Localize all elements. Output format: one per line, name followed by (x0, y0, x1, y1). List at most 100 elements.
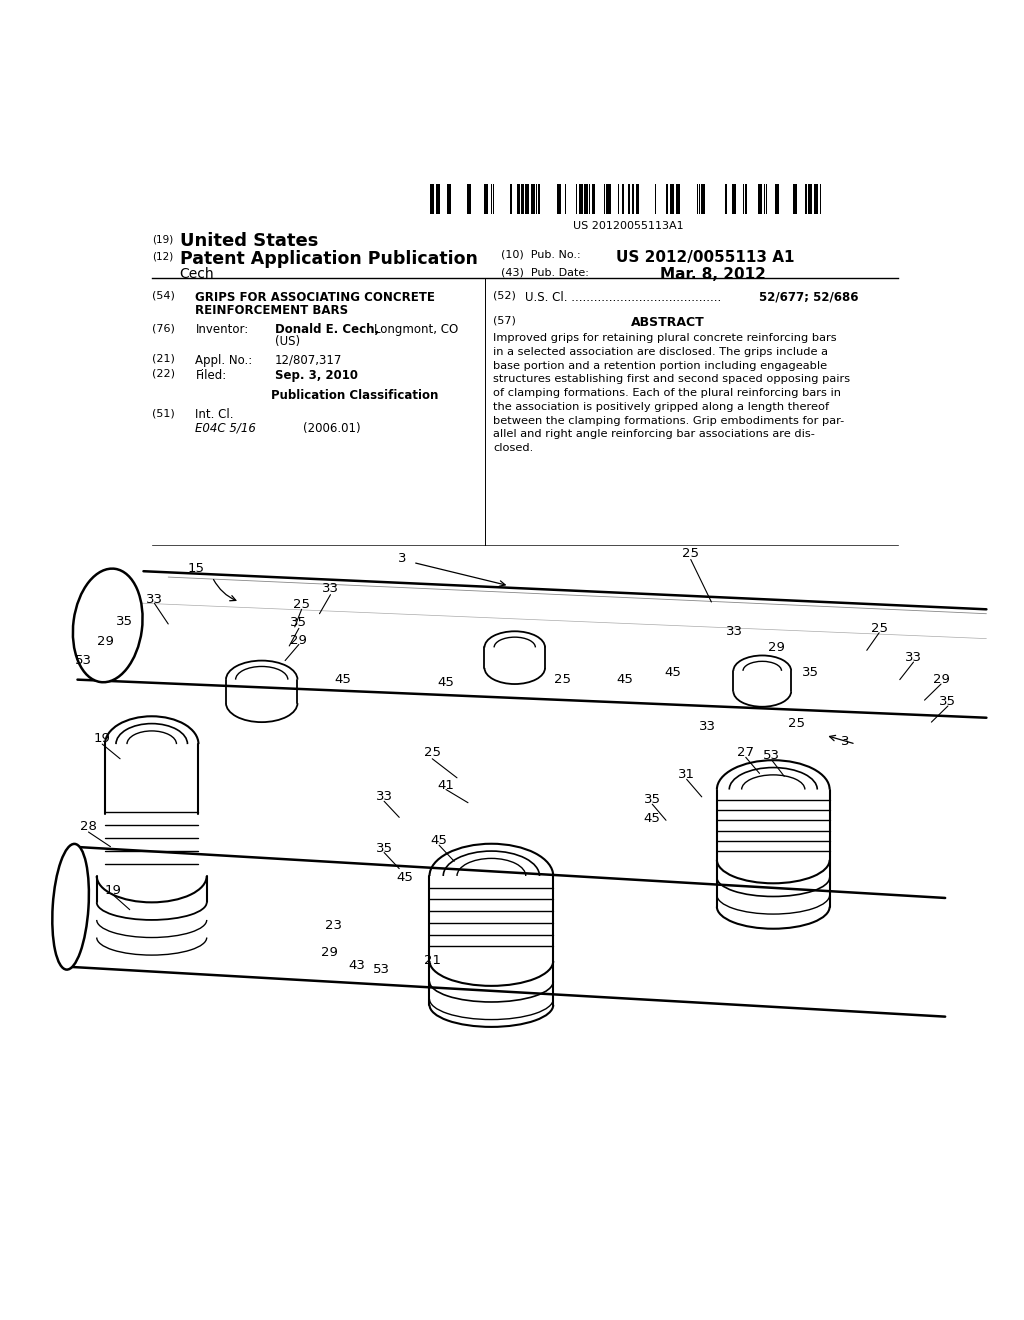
Bar (793, 183, 797, 214)
Bar (580, 183, 583, 214)
Text: 45: 45 (437, 676, 455, 689)
Text: 35: 35 (291, 616, 307, 630)
Text: 35: 35 (644, 793, 660, 807)
Bar (775, 183, 778, 214)
Text: US 2012/0055113 A1: US 2012/0055113 A1 (616, 249, 795, 265)
Text: 29: 29 (321, 945, 338, 958)
Bar (510, 183, 512, 214)
Text: Inventor:: Inventor: (196, 323, 249, 337)
Text: Sep. 3, 2010: Sep. 3, 2010 (274, 368, 357, 381)
Text: 19: 19 (94, 731, 111, 744)
Bar (670, 183, 674, 214)
Text: closed.: closed. (494, 444, 534, 453)
Text: 29: 29 (768, 642, 784, 653)
Text: 45: 45 (644, 812, 660, 825)
Text: E04C 5/16: E04C 5/16 (196, 421, 256, 434)
Bar (589, 183, 590, 214)
Bar (430, 183, 433, 214)
Bar (758, 183, 762, 214)
Text: 35: 35 (116, 615, 133, 627)
Text: Patent Application Publication: Patent Application Publication (179, 249, 477, 268)
Text: U.S. Cl. ........................................: U.S. Cl. ...............................… (524, 290, 721, 304)
Ellipse shape (52, 843, 89, 970)
Bar (677, 183, 680, 214)
Text: United States: United States (179, 231, 318, 249)
Text: 15: 15 (187, 562, 204, 574)
Text: (54): (54) (152, 290, 175, 301)
Text: 33: 33 (376, 791, 392, 804)
Text: 21: 21 (424, 954, 440, 968)
Text: (22): (22) (152, 368, 175, 379)
Text: in a selected association are disclosed. The grips include a: in a selected association are disclosed.… (494, 347, 828, 356)
Text: 31: 31 (678, 768, 695, 781)
Text: (43)  Pub. Date:: (43) Pub. Date: (501, 267, 589, 277)
Bar (521, 183, 523, 214)
Text: 25: 25 (424, 746, 440, 759)
Text: 23: 23 (325, 919, 342, 932)
Text: 3: 3 (841, 735, 849, 747)
Bar (447, 183, 451, 214)
Text: US 20120055113A1: US 20120055113A1 (572, 222, 683, 231)
Bar (484, 183, 488, 214)
Text: 25: 25 (788, 717, 805, 730)
Text: Longmont, CO: Longmont, CO (374, 323, 459, 337)
Bar (666, 183, 668, 214)
Text: 27: 27 (737, 746, 755, 759)
Bar (814, 183, 818, 214)
Text: between the clamping formations. Grip embodiments for par-: between the clamping formations. Grip em… (494, 416, 845, 425)
Bar (628, 183, 630, 214)
Text: 45: 45 (335, 673, 351, 686)
Text: Mar. 8, 2012: Mar. 8, 2012 (659, 267, 766, 282)
Text: 53: 53 (75, 655, 91, 667)
Bar (655, 183, 656, 214)
Text: 53: 53 (763, 750, 780, 763)
Text: 43: 43 (348, 958, 365, 972)
Text: Int. Cl.: Int. Cl. (196, 408, 233, 421)
Bar (490, 183, 492, 214)
Text: 25: 25 (293, 598, 310, 611)
Text: 35: 35 (802, 665, 819, 678)
Text: the association is positively gripped along a length thereof: the association is positively gripped al… (494, 401, 829, 412)
Text: 45: 45 (431, 834, 447, 847)
Text: 12/807,317: 12/807,317 (274, 354, 342, 367)
Bar (525, 183, 529, 214)
Text: (57): (57) (494, 315, 516, 326)
Bar (592, 183, 595, 214)
Text: (51): (51) (152, 408, 174, 418)
Text: (19): (19) (152, 235, 173, 244)
Text: (12): (12) (152, 252, 173, 261)
Text: GRIPS FOR ASSOCIATING CONCRETE: GRIPS FOR ASSOCIATING CONCRETE (196, 290, 435, 304)
Bar (697, 183, 698, 214)
Bar (636, 183, 639, 214)
Text: 29: 29 (291, 634, 307, 647)
Text: (US): (US) (274, 335, 300, 348)
Bar (607, 183, 611, 214)
Text: base portion and a retention portion including engageable: base portion and a retention portion inc… (494, 360, 827, 371)
Bar (517, 183, 519, 214)
Text: structures establishing first and second spaced opposing pairs: structures establishing first and second… (494, 375, 850, 384)
Bar (632, 183, 634, 214)
Text: 33: 33 (322, 582, 339, 595)
Text: allel and right angle reinforcing bar associations are dis-: allel and right angle reinforcing bar as… (494, 429, 815, 440)
Bar (622, 183, 624, 214)
Text: 3: 3 (397, 552, 407, 565)
Bar (467, 183, 471, 214)
Text: 28: 28 (80, 820, 97, 833)
Text: (52): (52) (494, 290, 516, 301)
Text: 25: 25 (682, 546, 699, 560)
Text: 45: 45 (665, 665, 681, 678)
Text: 19: 19 (104, 884, 122, 898)
Text: Publication Classification: Publication Classification (270, 389, 438, 403)
Text: 52/677; 52/686: 52/677; 52/686 (759, 290, 858, 304)
Text: REINFORCEMENT BARS: REINFORCEMENT BARS (196, 304, 348, 317)
Bar (701, 183, 706, 214)
Text: 41: 41 (437, 779, 455, 792)
Text: 35: 35 (939, 696, 956, 708)
Text: Improved grips for retaining plural concrete reinforcing bars: Improved grips for retaining plural conc… (494, 333, 837, 343)
Bar (584, 183, 588, 214)
Text: 53: 53 (373, 964, 390, 977)
Text: (21): (21) (152, 354, 175, 363)
Bar (805, 183, 807, 214)
Text: Donald E. Cech,: Donald E. Cech, (274, 323, 379, 337)
Text: 45: 45 (396, 871, 413, 884)
